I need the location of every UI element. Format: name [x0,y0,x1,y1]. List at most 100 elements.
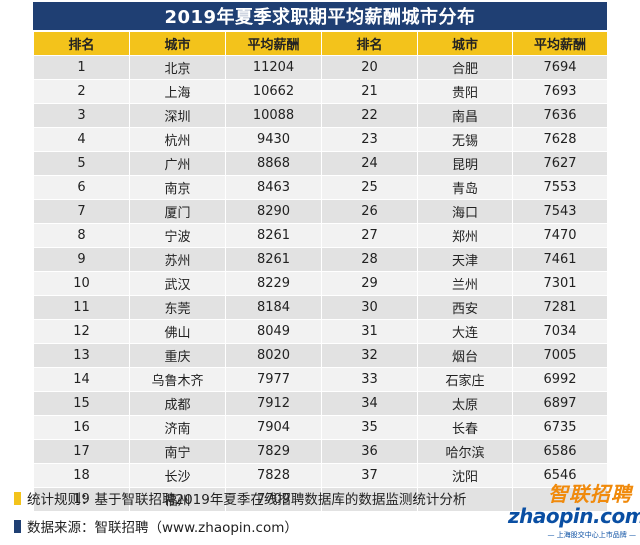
cell-city: 合肥 [417,55,513,80]
table-row: 5 广州 8868 24 昆明 7627 [33,151,608,176]
cell-salary: 7543 [512,199,608,224]
cell-rank: 25 [321,175,418,200]
cell-salary: 7281 [512,295,608,320]
table-row: 9 苏州 8261 28 天津 7461 [33,247,608,272]
cell-city: 昆明 [417,151,513,176]
cell-salary: 7828 [225,463,322,488]
cell-rank: 31 [321,319,418,344]
cell-city: 南宁 [129,439,226,464]
table-row: 19 福州 7709 [33,487,608,512]
cell-rank: 37 [321,463,418,488]
cell-salary: 8868 [225,151,322,176]
cell-rank: 35 [321,415,418,440]
cell-city: 贵阳 [417,79,513,104]
cell-city: 长沙 [129,463,226,488]
data-source-note: 数据来源：智联招聘（www.zhaopin.com） [14,516,298,536]
table-row: 14 乌鲁木齐 7977 33 石家庄 6992 [33,367,608,392]
salary-ranking-table: 排名 城市 平均薪酬 排名 城市 平均薪酬 1 北京 11204 20 合肥 7694 2 上… [33,31,608,512]
cell-city: 杭州 [129,127,226,152]
cell-rank: 24 [321,151,418,176]
cell-rank: 34 [321,391,418,416]
cell-salary: 6992 [512,367,608,392]
cell-rank: 33 [321,367,418,392]
table-row: 8 宁波 8261 27 郑州 7470 [33,223,608,248]
header-salary: 平均薪酬 [225,31,322,56]
cell-salary: 7636 [512,103,608,128]
cell-salary: 8290 [225,199,322,224]
cell-salary: 6546 [512,463,608,488]
cell-rank: 20 [321,55,418,80]
cell-salary: 8261 [225,223,322,248]
table-row: 15 成都 7912 34 太原 6897 [33,391,608,416]
rule-text: 统计规则：基于智联招聘2019年夏季在线招聘数据库的数据监测统计分析 [27,492,467,508]
cell-salary: 8049 [225,319,322,344]
cell-city: 海口 [417,199,513,224]
cell-rank: 17 [33,439,130,464]
cell-rank: 28 [321,247,418,272]
cell-salary: 7301 [512,271,608,296]
cell-salary: 7693 [512,79,608,104]
logo-english-text: zhaopin.com [508,504,640,528]
cell-salary: 7829 [225,439,322,464]
cell-rank: 29 [321,271,418,296]
cell-salary: 10088 [225,103,322,128]
cell-salary: 9430 [225,127,322,152]
table-row: 18 长沙 7828 37 沈阳 6546 [33,463,608,488]
cell-rank: 3 [33,103,130,128]
table-row: 3 深圳 10088 22 南昌 7636 [33,103,608,128]
cell-rank: 10 [33,271,130,296]
cell-salary: 7553 [512,175,608,200]
table-row: 10 武汉 8229 29 兰州 7301 [33,271,608,296]
cell-city: 南昌 [417,103,513,128]
cell-rank: 27 [321,223,418,248]
cell-salary: 7461 [512,247,608,272]
cell-city: 苏州 [129,247,226,272]
source-text: 数据来源：智联招聘（www.zhaopin.com） [27,520,298,536]
logo-subtitle: — 上海股交中心上市品牌 — [547,531,636,539]
cell-city: 西安 [417,295,513,320]
table-row: 2 上海 10662 21 贵阳 7693 [33,79,608,104]
table-row: 16 济南 7904 35 长春 6735 [33,415,608,440]
cell-city: 宁波 [129,223,226,248]
source-marker [14,519,21,533]
cell-rank: 36 [321,439,418,464]
page-title: 2019年夏季求职期平均薪酬城市分布 [33,2,607,30]
cell-rank: 5 [33,151,130,176]
cell-salary: 10662 [225,79,322,104]
table-row: 1 北京 11204 20 合肥 7694 [33,55,608,80]
cell-rank: 16 [33,415,130,440]
cell-rank: 13 [33,343,130,368]
cell-city: 兰州 [417,271,513,296]
cell-rank [321,487,418,512]
cell-salary: 6735 [512,415,608,440]
cell-rank: 14 [33,367,130,392]
cell-rank: 11 [33,295,130,320]
table-row: 4 杭州 9430 23 无锡 7628 [33,127,608,152]
cell-city: 石家庄 [417,367,513,392]
cell-rank: 6 [33,175,130,200]
cell-city: 重庆 [129,343,226,368]
cell-salary: 8229 [225,271,322,296]
cell-salary: 8184 [225,295,322,320]
cell-city: 大连 [417,319,513,344]
cell-rank: 9 [33,247,130,272]
cell-salary: 7628 [512,127,608,152]
cell-city: 天津 [417,247,513,272]
table-row: 12 佛山 8049 31 大连 7034 [33,319,608,344]
cell-rank: 4 [33,127,130,152]
cell-salary [512,487,608,512]
cell-salary: 7627 [512,151,608,176]
header-city: 城市 [417,31,513,56]
cell-rank: 1 [33,55,130,80]
cell-rank: 15 [33,391,130,416]
cell-salary: 7470 [512,223,608,248]
cell-city: 福州 [129,487,226,512]
cell-rank: 2 [33,79,130,104]
header-salary: 平均薪酬 [512,31,608,56]
cell-city: 长春 [417,415,513,440]
cell-city: 厦门 [129,199,226,224]
cell-salary: 7034 [512,319,608,344]
cell-salary: 7005 [512,343,608,368]
cell-city: 沈阳 [417,463,513,488]
cell-rank: 22 [321,103,418,128]
